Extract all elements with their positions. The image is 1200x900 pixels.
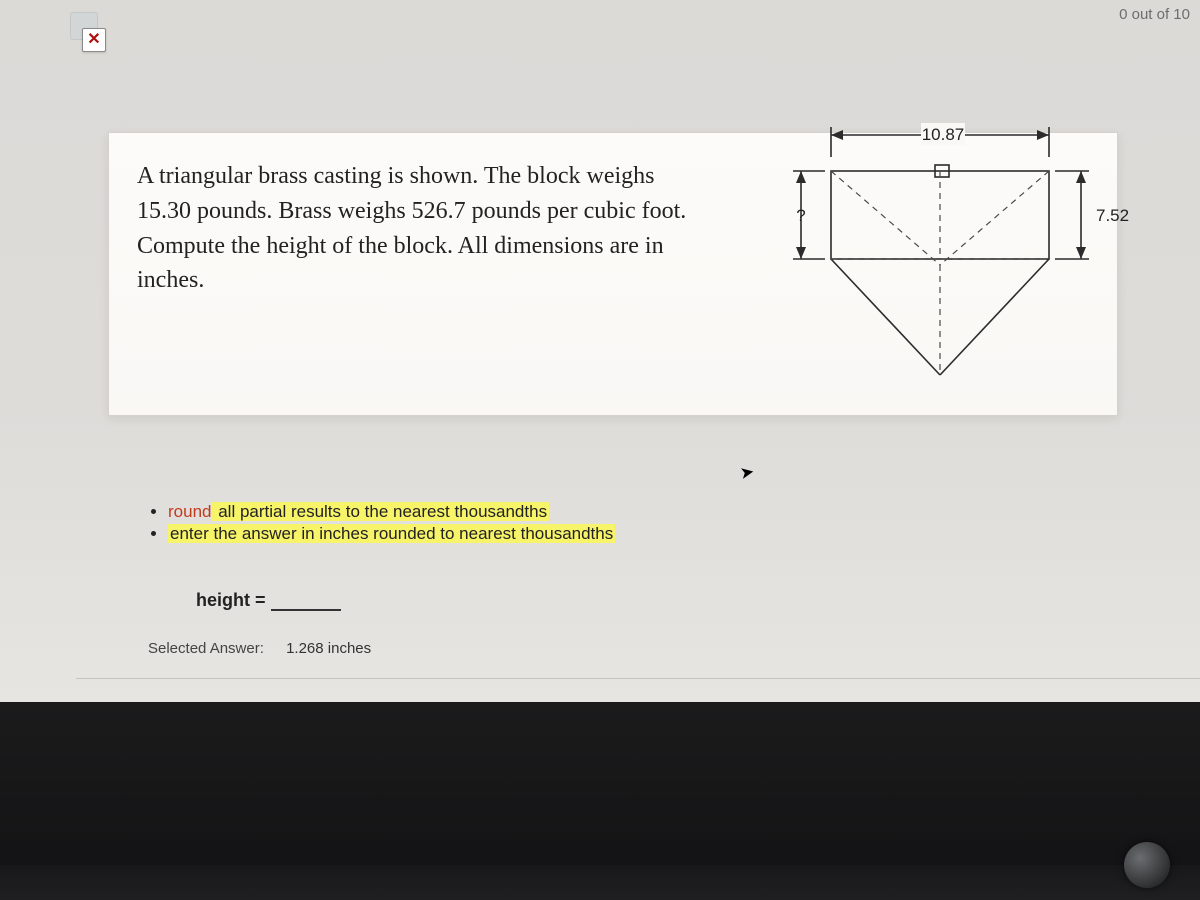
instructions: round all partial results to the nearest… xyxy=(148,500,615,546)
screen: 0 out of 10 ✕ A triangular brass casting… xyxy=(0,0,1200,900)
answer-blank[interactable] xyxy=(271,591,341,611)
instr-1-text: all partial results to the nearest thous… xyxy=(211,502,549,521)
dim-height-unknown: ? xyxy=(796,206,805,225)
question-card: A triangular brass casting is shown. The… xyxy=(108,132,1118,416)
dim-depth: 7.52 xyxy=(1096,206,1129,225)
height-label: height = xyxy=(196,590,266,610)
close-glyph: ✕ xyxy=(87,32,100,48)
score-text: 0 out of 10 xyxy=(1119,6,1190,23)
instr-round-word: round xyxy=(168,502,211,521)
selected-answer-value: 1.268 inches xyxy=(286,640,371,657)
height-prompt: height = xyxy=(196,590,341,611)
instruction-2: enter the answer in inches rounded to ne… xyxy=(168,524,615,544)
close-icon[interactable]: ✕ xyxy=(82,28,106,52)
dim-width: 10.87 xyxy=(922,125,965,144)
instr-2-text: enter the answer in inches rounded to ne… xyxy=(168,524,615,543)
section-divider xyxy=(76,678,1200,679)
taskbar xyxy=(0,865,1200,900)
prism-diagram: 10.87 ? 7.52 xyxy=(751,115,1131,435)
question-text: A triangular brass casting is shown. The… xyxy=(137,159,707,298)
selected-answer-label: Selected Answer: xyxy=(148,640,264,657)
system-widget-icon[interactable] xyxy=(1124,842,1170,888)
instruction-1: round all partial results to the nearest… xyxy=(168,502,615,522)
selected-answer-row: Selected Answer: 1.268 inches xyxy=(148,640,371,657)
cursor-icon: ➤ xyxy=(738,462,756,484)
